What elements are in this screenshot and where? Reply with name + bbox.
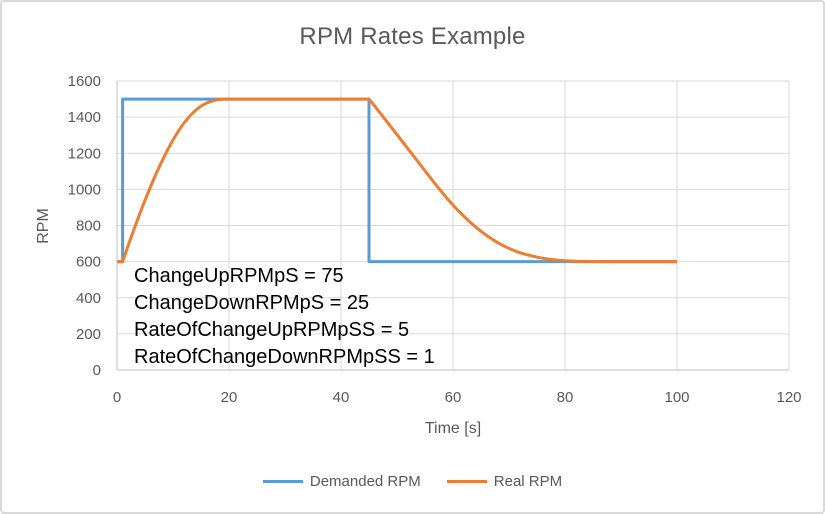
y-tick-label: 400: [76, 290, 101, 307]
series-line-real-rpm[interactable]: [117, 97, 677, 264]
series-line-demanded-rpm[interactable]: [117, 97, 677, 264]
annotation-change-up: ChangeUpRPMpS = 75: [134, 265, 344, 287]
y-tick-label: 1000: [68, 181, 101, 198]
legend: Demanded RPM Real RPM: [2, 473, 823, 490]
x-axis-title: Time [s]: [424, 420, 482, 437]
x-tick-label: 20: [221, 389, 238, 406]
legend-item-demanded-rpm[interactable]: Demanded RPM: [262, 473, 421, 490]
x-tick-label: 60: [445, 389, 462, 406]
x-tick-label: 100: [664, 389, 689, 406]
y-tick-label: 200: [76, 326, 101, 343]
legend-label-real-rpm: Real RPM: [493, 473, 563, 490]
y-tick-label: 1600: [68, 73, 101, 90]
y-tick-label: 800: [76, 218, 101, 235]
legend-swatch-demanded-rpm: [262, 480, 303, 483]
x-tick-label: 120: [776, 389, 801, 406]
x-tick-label: 80: [557, 389, 574, 406]
annotation-rate-up: RateOfChangeUpRPMpSS = 5: [134, 319, 410, 341]
x-tick-label: 0: [113, 389, 121, 406]
y-axis-title: RPM: [35, 208, 52, 244]
legend-item-real-rpm[interactable]: Real RPM: [446, 473, 563, 490]
y-tick-label: 600: [76, 254, 101, 271]
x-tick-label: 40: [333, 389, 350, 406]
annotation-block: ChangeUpRPMpS = 75 ChangeDownRPMpS = 25 …: [134, 263, 435, 371]
legend-swatch-real-rpm: [446, 480, 487, 483]
y-tick-label: 1400: [68, 109, 101, 126]
chart-title: RPM Rates Example: [299, 23, 526, 50]
y-tick-label: 1200: [68, 145, 101, 162]
y-tick-label: 0: [93, 362, 101, 379]
legend-label-demanded-rpm: Demanded RPM: [309, 473, 421, 490]
annotation-change-down: ChangeDownRPMpS = 25: [134, 292, 370, 314]
annotation-rate-down: RateOfChangeDownRPMpSS = 1: [134, 346, 435, 368]
